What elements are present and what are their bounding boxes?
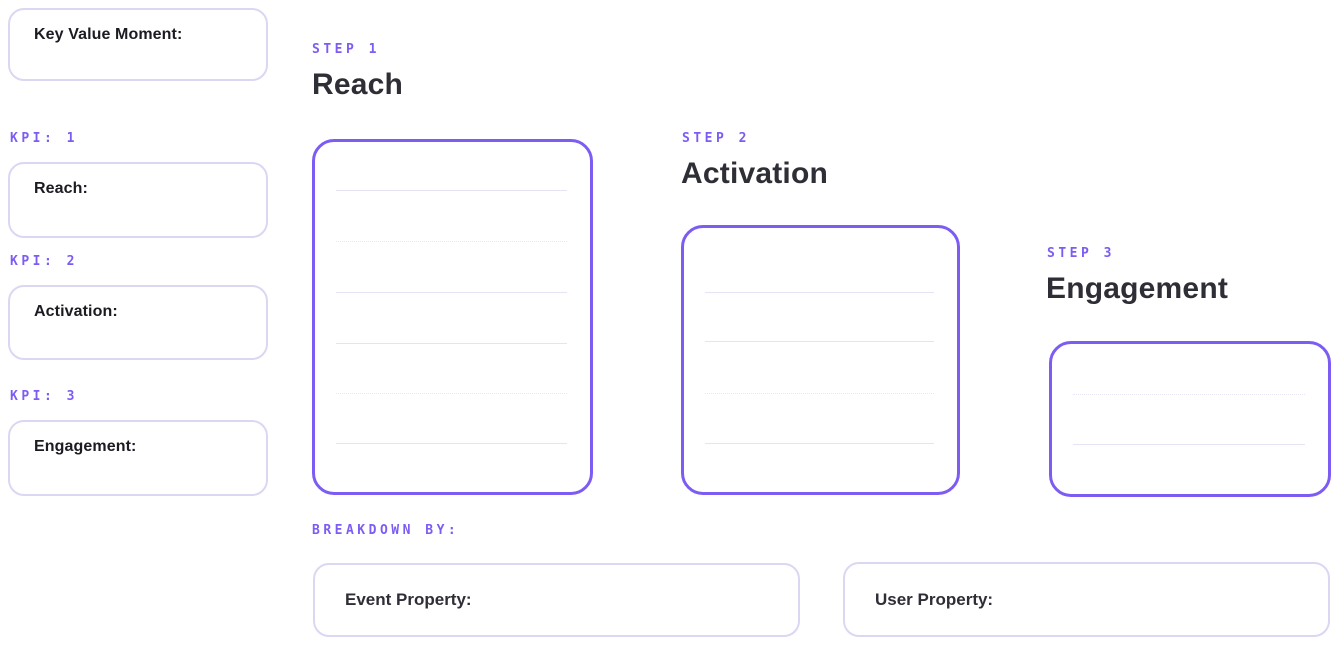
- step-3-engagement-box[interactable]: [1049, 341, 1331, 497]
- ruled-line: [705, 341, 934, 342]
- kpi-1-reach-box[interactable]: Reach:: [8, 162, 268, 238]
- kpi-2-activation-label: Activation:: [34, 303, 118, 320]
- ruled-line: [1073, 444, 1305, 445]
- user-property-box[interactable]: User Property:: [843, 562, 1330, 637]
- step-2-title: Activation: [681, 157, 829, 190]
- kpi-2-tag: KPI: 2: [10, 254, 78, 269]
- ruled-line: [336, 241, 567, 242]
- step-3-tag: STEP 3: [1047, 246, 1115, 261]
- kpi-1-tag: KPI: 1: [10, 131, 78, 146]
- key-value-moment-label: Key Value Moment:: [34, 26, 183, 43]
- ruled-line: [336, 443, 567, 444]
- step-2-tag: STEP 2: [682, 131, 750, 146]
- step-1-reach-box[interactable]: [312, 139, 593, 495]
- key-value-moment-box[interactable]: Key Value Moment:: [8, 8, 268, 81]
- ruled-line: [705, 292, 934, 293]
- ruled-line: [336, 292, 567, 293]
- kpi-3-engagement-label: Engagement:: [34, 438, 137, 455]
- kpi-3-engagement-box[interactable]: Engagement:: [8, 420, 268, 496]
- step-1-tag: STEP 1: [312, 42, 380, 57]
- ruled-line: [705, 443, 934, 444]
- ruled-line: [336, 190, 567, 191]
- step-2-activation-box[interactable]: [681, 225, 960, 495]
- event-property-label: Event Property:: [345, 590, 472, 609]
- ruled-line: [1073, 394, 1305, 395]
- kpi-3-tag: KPI: 3: [10, 389, 78, 404]
- ruled-line: [336, 343, 567, 344]
- event-property-box[interactable]: Event Property:: [313, 563, 800, 637]
- ruled-line: [336, 393, 567, 394]
- breakdown-by-tag: BREAKDOWN BY:: [312, 523, 460, 538]
- step-3-title: Engagement: [1046, 272, 1229, 305]
- kpi-2-activation-box[interactable]: Activation:: [8, 285, 268, 360]
- kpi-1-reach-label: Reach:: [34, 180, 88, 197]
- ruled-line: [705, 393, 934, 394]
- step-1-title: Reach: [312, 68, 404, 101]
- user-property-label: User Property:: [875, 589, 994, 609]
